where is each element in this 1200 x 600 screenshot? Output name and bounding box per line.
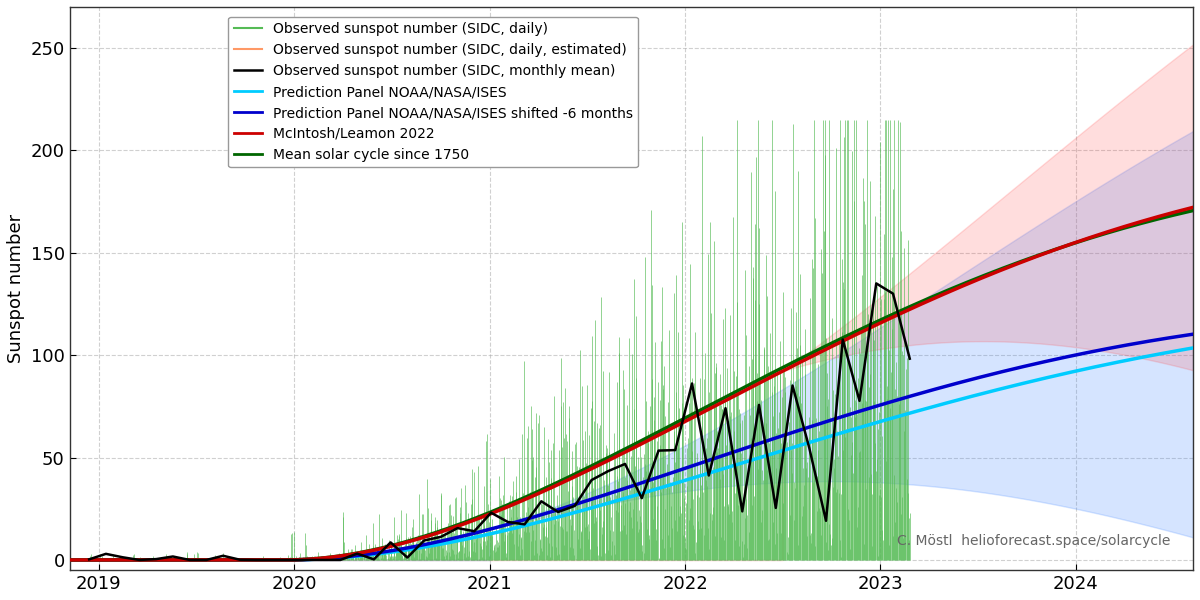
Legend: Observed sunspot number (SIDC, daily), Observed sunspot number (SIDC, daily, est: Observed sunspot number (SIDC, daily), O… — [228, 17, 638, 167]
Text: C. Möstl  helioforecast.space/solarcycle: C. Möstl helioforecast.space/solarcycle — [898, 533, 1170, 548]
Y-axis label: Sunspot number: Sunspot number — [7, 214, 25, 363]
